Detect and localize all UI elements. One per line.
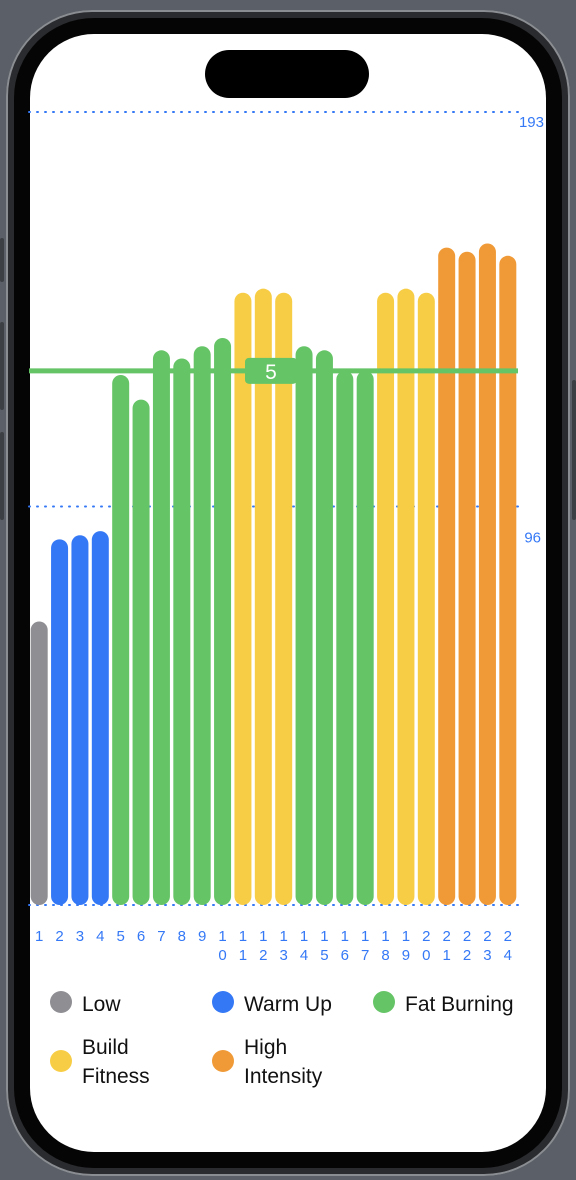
bar-10[interactable] (214, 337, 232, 905)
x-tick-label-4: 4 (96, 928, 104, 945)
bar-12[interactable] (254, 288, 272, 906)
x-tick-label-9: 9 (198, 928, 206, 945)
bar-22[interactable] (458, 251, 476, 906)
legend-label: Build Fitness (82, 1036, 150, 1088)
rule-layer: 5 (29, 357, 518, 384)
x-tick-label-2: 2 (55, 928, 63, 945)
bar-23[interactable] (478, 243, 496, 905)
legend-swatch (212, 1050, 234, 1072)
bar-2[interactable] (51, 539, 69, 905)
legend-swatch (373, 991, 395, 1013)
x-tick-label-6: 6 (137, 928, 145, 945)
rule-label-background (245, 357, 297, 384)
bar-13[interactable] (275, 292, 293, 905)
bar-8[interactable] (173, 358, 191, 905)
y-tick-label: 193 (519, 114, 544, 131)
bar-14[interactable] (295, 346, 313, 905)
bar-21[interactable] (438, 247, 456, 905)
action-button (0, 238, 4, 282)
bar-5[interactable] (112, 374, 130, 905)
x-tick-labels: 1 2 3 4 5 6 7 8 9 1 01 11 21 31 41 51 61 71 81 92 02 12 22 32 4 (35, 928, 512, 964)
legend-item-build-fitness: Build Fitness (50, 1033, 150, 1091)
legend-label: High Intensity (244, 1036, 323, 1088)
bar-9[interactable] (193, 346, 211, 905)
x-tick-label-1: 1 (35, 928, 43, 945)
volume-down-button (0, 432, 4, 520)
legend-item-fat-burning: Fat Burning (373, 990, 514, 1019)
legend-label: Warm Up (244, 993, 332, 1016)
bar-11[interactable] (234, 292, 252, 905)
y-tick-label: 96 (524, 529, 541, 546)
volume-up-button (0, 322, 4, 410)
legend-item-low: Low (50, 990, 121, 1019)
bar-15[interactable] (315, 350, 333, 905)
side-button (572, 380, 576, 520)
bar-16[interactable] (336, 370, 354, 905)
x-tick-label-8: 8 (178, 928, 186, 945)
bar-6[interactable] (132, 399, 150, 905)
legend-label: Fat Burning (405, 993, 514, 1016)
bar-3[interactable] (71, 535, 89, 905)
x-tick-label-3: 3 (76, 928, 84, 945)
legend-swatch (212, 991, 234, 1013)
legend-label: Low (82, 993, 121, 1016)
bar-20[interactable] (417, 292, 435, 905)
x-tick-label-5: 5 (117, 928, 125, 945)
legend-item-warm-up: Warm Up (212, 990, 332, 1019)
grid-layer: 193 96 (28, 111, 544, 906)
bar-7[interactable] (152, 350, 170, 905)
rule-label: 5 (265, 361, 277, 384)
bar-4[interactable] (91, 531, 109, 905)
legend-swatch (50, 991, 72, 1013)
bar-19[interactable] (397, 288, 415, 906)
bar-1[interactable] (30, 621, 48, 905)
bar-18[interactable] (377, 292, 395, 905)
bars-layer (30, 243, 517, 906)
legend-item-high-intensity: High Intensity (212, 1033, 322, 1091)
bar-24[interactable] (499, 255, 517, 905)
x-tick-label-7: 7 (157, 928, 165, 945)
dynamic-island (205, 50, 369, 98)
bar-17[interactable] (356, 370, 374, 905)
legend-swatch (50, 1050, 72, 1072)
